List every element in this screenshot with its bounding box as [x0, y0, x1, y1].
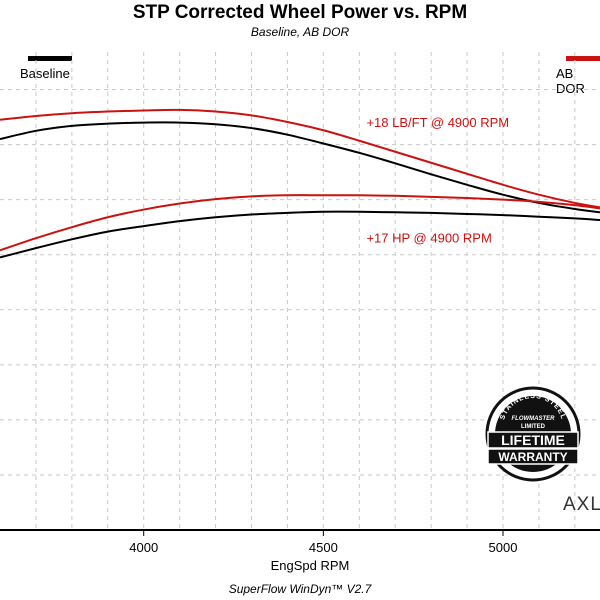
- badge-band-1: [487, 431, 579, 449]
- legend-label-ab-dor: AB DOR: [556, 66, 585, 96]
- chart-footer: SuperFlow WinDyn™ V2.7: [228, 582, 372, 596]
- x-ticks: 4000 4500 5000 EngSpd RPM: [129, 530, 517, 573]
- annotation-label: +17 HP @ 4900 RPM: [366, 231, 491, 246]
- series-line-ab-dor-horsepower: [0, 194, 600, 252]
- brand-watermark: AXL: [563, 494, 600, 515]
- series-line-baseline-torque: [0, 121, 600, 214]
- series-line-baseline-horsepower: [0, 210, 600, 259]
- badge-lifetime: LIFETIME: [501, 432, 565, 448]
- badge-brand: FLOWMASTER: [512, 416, 556, 422]
- annotation-label: +18 LB/FT @ 4900 RPM: [366, 115, 509, 130]
- x-tick-label: 5000: [489, 540, 518, 555]
- chart-title: STP Corrected Wheel Power vs. RPM: [132, 2, 468, 23]
- badge-warranty: WARRANTY: [498, 450, 567, 464]
- badge-limited: LIMITED: [521, 424, 546, 430]
- legend-label-baseline: Baseline: [20, 66, 70, 81]
- series-line-ab-dor-torque: [0, 108, 600, 209]
- grid-lines: [0, 52, 600, 531]
- x-tick-label: 4500: [309, 540, 338, 555]
- lifetime-warranty-badge: STAINLESS STEEL FLOWMASTER LIMITED LIFET…: [485, 386, 581, 482]
- legend-swatch-baseline: [28, 56, 72, 61]
- series-group: [0, 108, 600, 259]
- x-tick-label: 4000: [129, 540, 158, 555]
- legend-swatch-ab-dor: [566, 56, 600, 61]
- x-axis-label: EngSpd RPM: [271, 558, 350, 573]
- annotations: +18 LB/FT @ 4900 RPM +17 HP @ 4900 RPM: [366, 115, 509, 246]
- chart-subtitle: Baseline, AB DOR: [250, 25, 350, 39]
- badge-band-2: [487, 448, 579, 465]
